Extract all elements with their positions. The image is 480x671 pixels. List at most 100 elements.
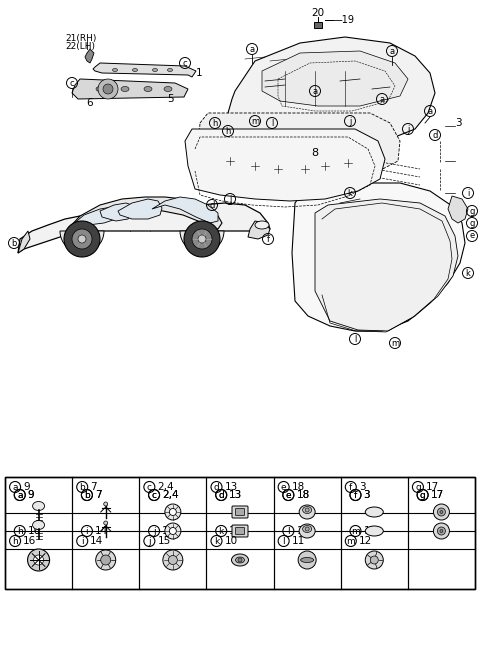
Polygon shape [100,203,132,221]
FancyBboxPatch shape [236,527,244,535]
Circle shape [98,79,118,99]
Circle shape [440,529,443,533]
Wedge shape [180,231,224,253]
Text: e: e [281,482,287,491]
Text: 10: 10 [229,526,242,536]
Text: 1: 1 [196,68,203,78]
Circle shape [168,556,177,564]
Text: l: l [271,119,273,127]
Text: g: g [420,491,425,499]
Text: c: c [147,482,152,491]
Text: a: a [379,95,384,103]
Text: a: a [17,491,23,499]
Text: —19: —19 [333,15,355,25]
Text: a: a [250,44,254,54]
Circle shape [27,549,49,571]
Text: f: f [354,491,357,499]
Polygon shape [198,113,400,183]
Text: 3: 3 [455,118,461,128]
Polygon shape [72,207,118,227]
Circle shape [165,504,181,520]
Text: a: a [312,87,318,95]
Circle shape [298,551,316,569]
Ellipse shape [112,68,118,72]
Text: 7: 7 [90,482,97,492]
Text: 15: 15 [162,526,175,536]
Polygon shape [18,231,30,253]
Text: h: h [12,537,18,546]
Ellipse shape [121,87,129,91]
Bar [5,477,475,589]
FancyBboxPatch shape [232,506,248,518]
Text: e: e [469,231,475,240]
Text: 17: 17 [426,482,439,492]
Ellipse shape [33,521,45,529]
Text: 12: 12 [359,536,372,546]
Text: 9: 9 [23,482,30,492]
Circle shape [165,523,181,539]
Ellipse shape [236,557,244,563]
Text: 16: 16 [28,526,41,536]
Text: j: j [148,537,151,546]
Text: j: j [349,117,351,125]
Text: a: a [12,482,18,491]
Circle shape [370,556,378,564]
Ellipse shape [132,68,137,72]
Text: 2,4: 2,4 [157,482,174,492]
Text: b: b [79,482,85,491]
Circle shape [440,511,443,513]
Text: c: c [152,491,156,499]
Circle shape [169,527,176,535]
Text: c: c [152,491,156,499]
Text: h: h [212,119,218,127]
Text: 7: 7 [95,490,102,500]
Ellipse shape [299,524,315,538]
Text: j: j [229,195,231,203]
Text: 5: 5 [167,94,173,104]
Text: a: a [17,491,23,499]
Circle shape [365,551,384,569]
Text: k: k [218,527,224,535]
Text: g: g [469,219,475,227]
Text: 22(LH): 22(LH) [65,42,95,50]
Polygon shape [262,51,408,106]
Text: 12: 12 [363,526,377,536]
Text: l: l [354,335,356,344]
Circle shape [101,555,111,565]
Ellipse shape [300,558,313,562]
Circle shape [305,527,309,531]
Circle shape [104,502,108,506]
Circle shape [34,555,44,565]
Text: 2,4: 2,4 [162,490,179,500]
Text: 8: 8 [312,148,319,158]
Text: 13: 13 [225,482,238,492]
Text: 10: 10 [225,536,238,546]
Text: 18: 18 [296,490,310,500]
Text: e: e [286,491,291,499]
Text: l: l [287,527,289,535]
Text: b: b [84,491,90,499]
Text: 3: 3 [363,490,370,500]
Ellipse shape [299,505,315,519]
Polygon shape [118,199,162,219]
Text: f: f [349,482,352,491]
Circle shape [96,550,116,570]
Text: 17: 17 [431,490,444,500]
Circle shape [238,558,242,562]
Text: 16: 16 [23,536,36,546]
Text: 13: 13 [229,490,242,500]
Polygon shape [68,197,222,229]
Text: 20: 20 [312,8,324,18]
Wedge shape [60,231,104,253]
Text: 3: 3 [363,490,370,500]
Polygon shape [185,129,385,201]
Circle shape [163,550,183,570]
Text: 18: 18 [296,490,310,500]
Circle shape [437,508,445,516]
Text: 9: 9 [28,490,35,500]
Text: b: b [12,238,17,248]
FancyBboxPatch shape [236,509,244,515]
Ellipse shape [33,501,45,511]
Polygon shape [18,203,270,253]
Circle shape [184,221,220,257]
